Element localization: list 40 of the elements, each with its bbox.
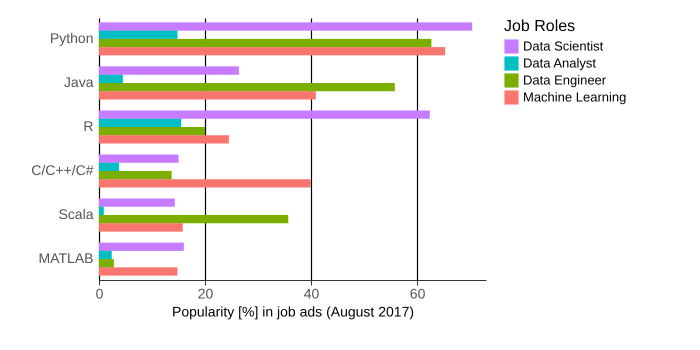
bar <box>99 47 446 56</box>
x-tick-label: 40 <box>304 286 320 302</box>
bar <box>99 22 472 31</box>
bar <box>99 179 311 188</box>
y-tick-label: Java <box>64 74 94 90</box>
bar <box>99 66 239 75</box>
bar <box>99 215 288 224</box>
y-tick-label: MATLAB <box>38 250 94 266</box>
y-tick-label: C/C++/C# <box>31 162 94 178</box>
bar <box>99 198 175 207</box>
bar <box>99 259 114 268</box>
x-axis-title: Popularity [%] in job ads (August 2017) <box>172 304 414 320</box>
legend-label: Machine Learning <box>523 90 626 104</box>
x-tick-label: 20 <box>198 286 214 302</box>
bar <box>99 30 178 39</box>
bar <box>99 118 182 127</box>
bar <box>99 171 172 180</box>
bar <box>99 206 104 216</box>
bar <box>99 38 432 48</box>
y-tick-label: Python <box>50 30 94 46</box>
bar <box>99 110 430 119</box>
bar <box>99 74 123 83</box>
bar <box>99 162 120 172</box>
bar <box>99 126 206 136</box>
bar <box>99 267 178 276</box>
bar <box>99 91 316 100</box>
legend-label: Data Scientist <box>523 38 604 54</box>
legend-title: Job Roles <box>504 18 576 35</box>
bar <box>99 250 112 260</box>
bar <box>99 223 183 232</box>
bar <box>99 135 229 144</box>
bar <box>99 82 395 92</box>
bar <box>99 242 184 251</box>
bar <box>99 154 179 163</box>
legend-label: Data Engineer <box>523 72 607 88</box>
x-tick-label: 0 <box>96 286 104 302</box>
y-tick-label: Scala <box>58 206 94 222</box>
legend-label: Data Analyst <box>523 56 596 70</box>
x-tick-label: 60 <box>410 286 426 302</box>
y-tick-label: R <box>83 118 94 134</box>
